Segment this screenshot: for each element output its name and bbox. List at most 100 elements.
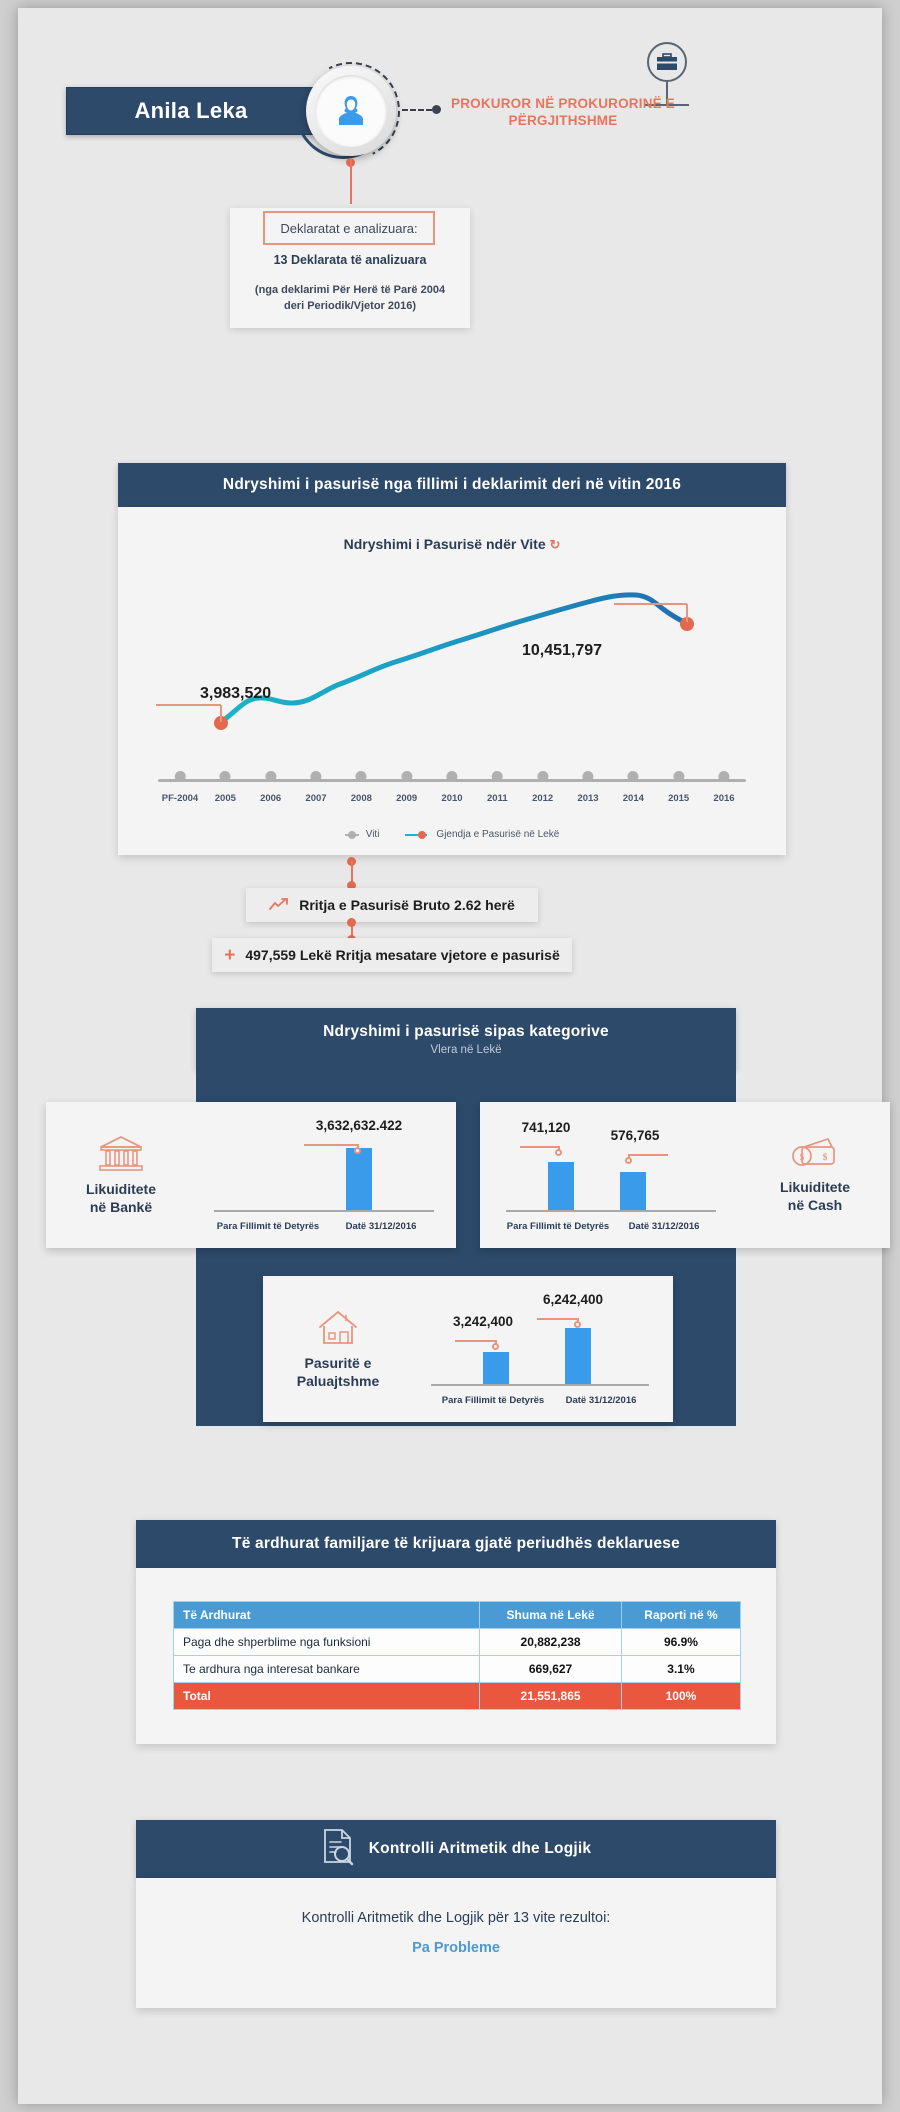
gross-growth-text: Rritja e Pasurisë Bruto 2.62 herë bbox=[299, 897, 515, 913]
income-table-body: Paga dhe shperblime nga funksioni 20,882,… bbox=[172, 1628, 742, 1710]
audit-section-header: Kontrolli Aritmetik dhe Logjik bbox=[136, 1820, 776, 1878]
income-cell-amount: 21,551,865 bbox=[479, 1682, 622, 1710]
briefcase-circle bbox=[647, 42, 687, 82]
audit-result-label: Kontrolli Aritmetik dhe Logjik për 13 vi… bbox=[301, 1910, 611, 1926]
svg-text:$: $ bbox=[800, 1152, 805, 1162]
category-label-cash-line2: në Cash bbox=[787, 1196, 843, 1213]
wealth-section-header: Ndryshimi i pasurisë nga fillimi i dekla… bbox=[118, 463, 786, 507]
wealth-chart-title: Ndryshimi i Pasurisë ndër Vite ↻ bbox=[118, 536, 786, 553]
cash-axis-label-after: Datë 31/12/2016 bbox=[628, 1221, 700, 1232]
bank-icon bbox=[46, 1134, 196, 1174]
income-table-head: Të Ardhurat Shuma në Lekë Raporti në % bbox=[172, 1601, 742, 1629]
category-card-real-estate: Pasuritë e Paluajtshme 3,242,400 6,242,4… bbox=[263, 1276, 673, 1422]
audit-panel: Kontrolli Aritmetik dhe Logjik për 13 vi… bbox=[136, 1878, 776, 2008]
chart-tick-label: 2005 bbox=[214, 793, 236, 804]
document-search-icon bbox=[321, 1828, 355, 1871]
chart-tick-label: 2013 bbox=[577, 793, 599, 804]
chart-x-ticks: PF-2004 2005 2006 2007 2008 2009 2010 2011 2012 2… bbox=[158, 771, 746, 821]
chart-tick-2016: 2016 bbox=[713, 771, 735, 804]
real-value-2016: 6,242,400 bbox=[542, 1292, 604, 1307]
category-label-real-line1: Pasuritë e bbox=[304, 1355, 372, 1371]
real-axis-label-before: Para Fillimit të Detyrës bbox=[441, 1395, 545, 1406]
legend-label-gjendja: Gjendja e Pasurisë në Lekë bbox=[436, 829, 560, 840]
chart-tick-label: 2012 bbox=[532, 793, 554, 804]
wealth-section-title: Ndryshimi i pasurisë nga fillimi i dekla… bbox=[222, 476, 682, 493]
cash-baseline bbox=[506, 1210, 716, 1212]
chart-start-point bbox=[214, 716, 228, 730]
svg-text:$: $ bbox=[823, 1152, 828, 1162]
chart-tick-2007: 2007 bbox=[305, 771, 327, 804]
real-bar-2016 bbox=[565, 1328, 591, 1384]
chart-legend: Viti Gjendja e Pasurisë në Lekë bbox=[118, 829, 786, 840]
person-avatar-icon bbox=[339, 96, 363, 125]
income-section-title: Të ardhurat familjare të krijuara gjatë … bbox=[232, 1535, 680, 1552]
chart-tick-2014: 2014 bbox=[623, 771, 644, 804]
category-chart-bank: 3,632,632.422 Para Fillimit të Detyrës D… bbox=[196, 1102, 456, 1248]
legend-line-gjendja bbox=[405, 833, 428, 836]
chart-tick-2012: 2012 bbox=[532, 771, 553, 804]
refresh-icon[interactable]: ↻ bbox=[549, 537, 561, 552]
cash-value-before: 741,120 bbox=[521, 1120, 571, 1135]
chart-tick-dot bbox=[265, 771, 277, 782]
chart-tick-2005: 2005 bbox=[215, 771, 236, 804]
legend-item-viti: Viti bbox=[344, 829, 379, 840]
chart-tick-label: 2010 bbox=[441, 793, 463, 804]
average-growth-callout: + 497,559 Lekë Rritja mesatare vjetore e… bbox=[212, 938, 572, 972]
audit-result-value: Pa Probleme bbox=[412, 1940, 500, 1956]
person-role: PROKUROR NË PROKURORINË E PËRGJITHSHME bbox=[450, 96, 676, 128]
categories-section-subtitle: Vlera në Lekë bbox=[430, 1043, 502, 1056]
income-cell-ratio: 100% bbox=[620, 1682, 742, 1710]
chart-tick-2009: 2009 bbox=[396, 771, 417, 804]
chart-tick-PF-2004: PF-2004 bbox=[162, 771, 198, 804]
role-connector-dot bbox=[432, 105, 441, 114]
cash-axis-label-before: Para Fillimit të Detyrës bbox=[506, 1221, 610, 1232]
bank-axis-label-before: Para Fillimit të Detyrës bbox=[216, 1221, 320, 1232]
real-axis-label-after: Datë 31/12/2016 bbox=[565, 1395, 637, 1406]
declarations-title: Deklaratat e analizuara: bbox=[263, 211, 435, 245]
legend-dot-viti bbox=[347, 830, 356, 839]
income-cell-amount: 20,882,238 bbox=[479, 1628, 622, 1656]
briefcase-icon bbox=[657, 53, 677, 70]
chart-tick-dot bbox=[673, 771, 685, 782]
chart-tick-2011: 2011 bbox=[487, 771, 508, 804]
categories-section-title: Ndryshimi i pasurisë sipas kategorive bbox=[323, 1022, 609, 1040]
chart-start-value: 3,983,520 bbox=[200, 685, 272, 702]
category-chart-cash: 741,120 576,765 Para Fillimit të Detyrës… bbox=[480, 1102, 740, 1248]
income-col-source: Të Ardhurat bbox=[172, 1601, 481, 1629]
role-dashed-connector bbox=[402, 109, 432, 111]
chart-tick-2015: 2015 bbox=[668, 771, 689, 804]
declarations-range-line1: (nga deklarimi Për Herë të Parë 2004 bbox=[254, 284, 446, 296]
person-name-plate: Anila Leka bbox=[66, 87, 316, 135]
cash-wallet-icon: $ $ bbox=[740, 1136, 890, 1172]
income-col-amount: Shuma në Lekë bbox=[479, 1601, 622, 1629]
chart-tick-dot bbox=[718, 771, 730, 782]
chart-tick-label: 2015 bbox=[668, 793, 690, 804]
chart-tick-label: PF-2004 bbox=[161, 793, 199, 804]
income-cell-source: Paga dhe shperblime nga funksioni bbox=[172, 1628, 481, 1656]
chart-tick-dot bbox=[310, 771, 322, 782]
income-section-header: Të ardhurat familjare të krijuara gjatë … bbox=[136, 1520, 776, 1568]
chart-tick-2010: 2010 bbox=[441, 771, 463, 804]
bank-bar-2016 bbox=[346, 1148, 372, 1210]
chart-tick-2006: 2006 bbox=[260, 771, 281, 804]
declarations-range-line2: deri Periodik/Vjetor 2016) bbox=[283, 299, 417, 312]
income-cell-amount: 669,627 bbox=[479, 1655, 622, 1683]
real-baseline bbox=[431, 1384, 649, 1386]
cash-value-2016: 576,765 bbox=[610, 1128, 660, 1143]
chart-tick-dot bbox=[582, 771, 594, 782]
income-total-row: Total 21,551,865 100% bbox=[172, 1682, 742, 1710]
chart-end-value: 10,451,797 bbox=[522, 642, 603, 659]
income-table: Të Ardhurat Shuma në Lekë Raporti në % P… bbox=[172, 1601, 742, 1710]
header-section: Anila Leka bbox=[18, 8, 882, 204]
category-label-bank: Likuiditete në Bankë bbox=[46, 1134, 196, 1216]
chart-tick-dot bbox=[446, 771, 458, 782]
chart-tick-label: 2016 bbox=[713, 793, 735, 804]
gross-growth-callout: Rritja e Pasurisë Bruto 2.62 herë bbox=[246, 888, 538, 922]
chart-tick-label: 2014 bbox=[622, 793, 644, 804]
category-label-real-estate: Pasuritë e Paluajtshme bbox=[263, 1308, 413, 1390]
income-cell-source: Total bbox=[172, 1682, 481, 1710]
avg-connector-dot-top bbox=[347, 918, 356, 927]
briefcase-base bbox=[645, 104, 689, 106]
chart-tick-label: 2009 bbox=[396, 793, 418, 804]
growth-connector-line bbox=[351, 861, 353, 885]
